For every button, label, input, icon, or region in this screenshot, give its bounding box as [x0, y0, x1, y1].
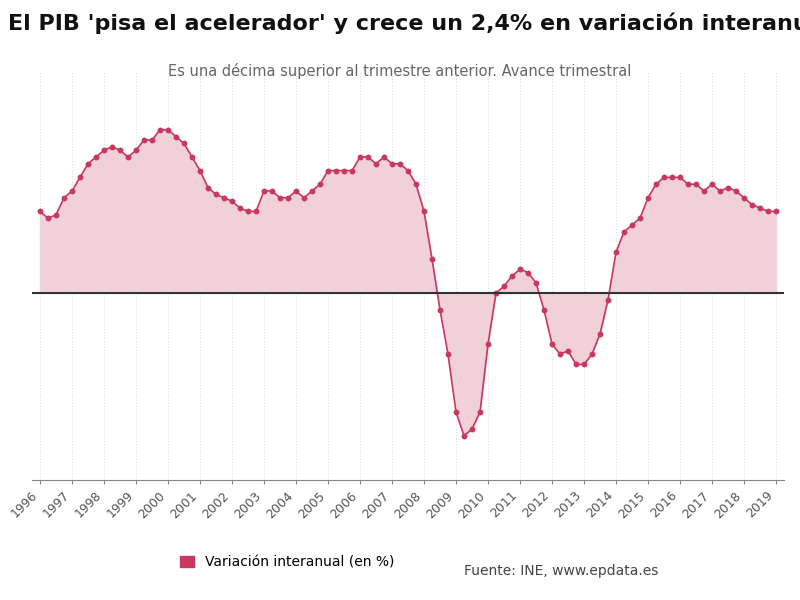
Point	[498, 281, 510, 291]
Point	[434, 305, 446, 315]
Point	[426, 254, 438, 264]
Point	[346, 166, 358, 175]
Point	[714, 186, 726, 196]
Text: Es una décima superior al trimestre anterior. Avance trimestral: Es una décima superior al trimestre ante…	[168, 63, 632, 79]
Point	[250, 206, 262, 216]
Text: Fuente: INE, www.epdata.es: Fuente: INE, www.epdata.es	[464, 564, 658, 578]
Point	[146, 135, 158, 145]
Point	[570, 359, 582, 369]
Point	[482, 339, 494, 349]
Point	[706, 179, 718, 189]
Point	[218, 193, 230, 203]
Point	[722, 183, 734, 193]
Point	[402, 166, 414, 175]
Point	[370, 159, 382, 169]
Point	[634, 214, 646, 223]
Point	[50, 210, 62, 220]
Point	[210, 190, 222, 199]
Point	[394, 159, 406, 169]
Point	[770, 206, 782, 216]
Point	[354, 152, 366, 162]
Point	[274, 193, 286, 203]
Point	[466, 424, 478, 434]
Point	[594, 329, 606, 338]
Point	[522, 268, 534, 277]
Point	[258, 186, 270, 196]
Point	[602, 295, 614, 305]
Point	[626, 220, 638, 230]
Point	[578, 359, 590, 369]
Point	[114, 145, 126, 155]
Point	[642, 193, 654, 203]
Point	[178, 139, 190, 148]
Point	[338, 166, 350, 175]
Point	[746, 200, 758, 209]
Point	[530, 278, 542, 287]
Point	[410, 179, 422, 189]
Point	[490, 288, 502, 298]
Point	[698, 186, 710, 196]
Point	[122, 152, 134, 162]
Point	[730, 186, 742, 196]
Point	[154, 125, 166, 134]
Point	[610, 247, 622, 257]
Point	[226, 196, 238, 206]
Point	[130, 145, 142, 155]
Point	[618, 227, 630, 236]
Point	[754, 203, 766, 213]
Point	[82, 159, 94, 169]
Point	[378, 152, 390, 162]
Point	[674, 173, 686, 182]
Point	[298, 193, 310, 203]
Point	[586, 349, 598, 359]
Point	[386, 159, 398, 169]
Point	[450, 407, 462, 417]
Point	[290, 186, 302, 196]
Point	[242, 206, 254, 216]
Point	[562, 346, 574, 356]
Point	[690, 179, 702, 189]
Point	[442, 349, 454, 359]
Point	[554, 349, 566, 359]
Point	[34, 206, 46, 216]
Point	[682, 179, 694, 189]
Point	[306, 186, 318, 196]
Point	[194, 166, 206, 175]
Point	[458, 431, 470, 440]
Point	[658, 173, 670, 182]
Point	[162, 125, 174, 134]
Text: El PIB 'pisa el acelerador' y crece un 2,4% en variación interanual: El PIB 'pisa el acelerador' y crece un 2…	[8, 12, 800, 34]
Point	[514, 265, 526, 274]
Point	[106, 142, 118, 152]
Point	[546, 339, 558, 349]
Point	[138, 135, 150, 145]
Point	[90, 152, 102, 162]
Point	[362, 152, 374, 162]
Legend: Variación interanual (en %): Variación interanual (en %)	[174, 550, 400, 575]
Point	[738, 193, 750, 203]
Point	[186, 152, 198, 162]
Point	[418, 206, 430, 216]
Point	[58, 193, 70, 203]
Point	[330, 166, 342, 175]
Point	[762, 206, 774, 216]
Point	[650, 179, 662, 189]
Point	[266, 186, 278, 196]
Point	[74, 173, 86, 182]
Point	[666, 173, 678, 182]
Point	[66, 186, 78, 196]
Point	[234, 203, 246, 213]
Point	[506, 271, 518, 281]
Point	[98, 145, 110, 155]
Point	[322, 166, 334, 175]
Point	[42, 214, 54, 223]
Point	[170, 132, 182, 142]
Point	[282, 193, 294, 203]
Point	[538, 305, 550, 315]
Point	[474, 407, 486, 417]
Point	[314, 179, 326, 189]
Point	[202, 183, 214, 193]
